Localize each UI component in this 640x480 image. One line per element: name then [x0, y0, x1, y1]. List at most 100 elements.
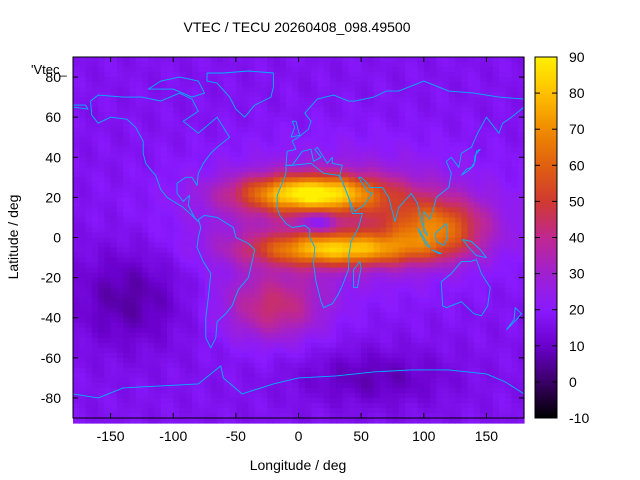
- heatmap-cell: [367, 227, 375, 234]
- heatmap-cell: [173, 177, 181, 183]
- heatmap-cell: [160, 302, 168, 309]
- heatmap-cell: [73, 402, 80, 409]
- heatmap-cell: [392, 137, 400, 143]
- heatmap-cell: [311, 172, 318, 178]
- heatmap-cell: [467, 392, 475, 399]
- heatmap-cell: [461, 382, 469, 389]
- heatmap-cell: [486, 332, 494, 339]
- heatmap-cell: [79, 112, 87, 118]
- heatmap-cell: [323, 252, 331, 259]
- heatmap-cell: [160, 207, 168, 214]
- heatmap-cell: [473, 167, 481, 173]
- heatmap-cell: [104, 197, 112, 203]
- heatmap-cell: [91, 257, 99, 264]
- heatmap-cell: [511, 382, 519, 389]
- heatmap-cell: [392, 312, 400, 319]
- heatmap-cell: [517, 387, 525, 394]
- heatmap-cell: [486, 312, 494, 319]
- heatmap-cell: [311, 142, 318, 148]
- heatmap-cell: [486, 132, 494, 138]
- heatmap-cell: [486, 217, 494, 224]
- heatmap-cell: [473, 67, 481, 73]
- heatmap-cell: [448, 252, 456, 259]
- heatmap-cell: [85, 87, 93, 93]
- heatmap-cell: [323, 332, 331, 339]
- heatmap-cell: [260, 227, 268, 234]
- heatmap-cell: [148, 297, 156, 304]
- heatmap-cell: [404, 202, 412, 209]
- heatmap-cell: [486, 337, 494, 344]
- heatmap-cell: [217, 232, 224, 239]
- heatmap-cell: [505, 282, 513, 289]
- heatmap-cell: [342, 377, 350, 384]
- heatmap-cell: [110, 347, 118, 354]
- heatmap-cell: [455, 337, 462, 344]
- heatmap-cell: [254, 292, 262, 299]
- heatmap-cell: [511, 342, 519, 349]
- heatmap-cell: [517, 312, 525, 319]
- heatmap-cell: [336, 397, 343, 404]
- heatmap-cell: [442, 127, 450, 133]
- heatmap-cell: [223, 287, 231, 294]
- heatmap-cell: [404, 187, 412, 193]
- heatmap-cell: [492, 172, 500, 178]
- heatmap-cell: [166, 67, 174, 73]
- heatmap-cell: [298, 57, 306, 63]
- heatmap-cell: [354, 67, 362, 73]
- heatmap-cell: [123, 162, 130, 168]
- heatmap-cell: [98, 252, 105, 259]
- heatmap-cell: [160, 127, 168, 133]
- heatmap-cell: [85, 142, 93, 148]
- heatmap-cell: [110, 287, 118, 294]
- heatmap-cell: [198, 287, 206, 294]
- heatmap-cell: [185, 242, 193, 249]
- heatmap-cell: [455, 257, 462, 264]
- heatmap-cell: [336, 277, 343, 284]
- heatmap-cell: [473, 157, 481, 163]
- heatmap-cell: [373, 392, 381, 399]
- heatmap-cell: [304, 67, 312, 73]
- heatmap-cell: [285, 242, 293, 249]
- heatmap-cell: [417, 397, 425, 404]
- heatmap-cell: [354, 317, 362, 324]
- heatmap-cell: [392, 72, 400, 78]
- heatmap-cell: [166, 152, 174, 158]
- heatmap-cell: [492, 387, 500, 394]
- heatmap-cell: [273, 342, 281, 349]
- heatmap-cell: [254, 87, 262, 93]
- heatmap-cell: [373, 267, 381, 274]
- heatmap-cell: [455, 312, 462, 319]
- heatmap-cell: [373, 342, 381, 349]
- heatmap-cell: [348, 167, 356, 173]
- heatmap-cell: [110, 207, 118, 214]
- heatmap-cell: [498, 142, 506, 148]
- heatmap-cell: [436, 82, 444, 88]
- heatmap-cell: [354, 177, 362, 183]
- heatmap-cell: [317, 237, 325, 244]
- heatmap-cell: [279, 272, 287, 279]
- heatmap-cell: [417, 182, 425, 188]
- heatmap-cell: [311, 197, 318, 203]
- heatmap-cell: [361, 137, 368, 143]
- heatmap-cell: [298, 217, 306, 224]
- heatmap-cell: [229, 277, 237, 284]
- heatmap-cell: [505, 197, 513, 203]
- heatmap-cell: [354, 347, 362, 354]
- heatmap-cell: [480, 377, 488, 384]
- heatmap-cell: [417, 372, 425, 379]
- heatmap-cell: [348, 202, 356, 209]
- heatmap-cell: [129, 127, 137, 133]
- heatmap-cell: [505, 167, 513, 173]
- heatmap-cell: [292, 132, 300, 138]
- heatmap-cell: [436, 117, 444, 123]
- heatmap-cell: [379, 272, 387, 279]
- heatmap-cell: [160, 202, 168, 209]
- heatmap-cell: [292, 217, 300, 224]
- heatmap-cell: [304, 357, 312, 364]
- heatmap-cell: [123, 132, 130, 138]
- heatmap-cell: [436, 107, 444, 113]
- heatmap-cell: [73, 227, 80, 234]
- heatmap-cell: [298, 282, 306, 289]
- heatmap-cell: [417, 302, 425, 309]
